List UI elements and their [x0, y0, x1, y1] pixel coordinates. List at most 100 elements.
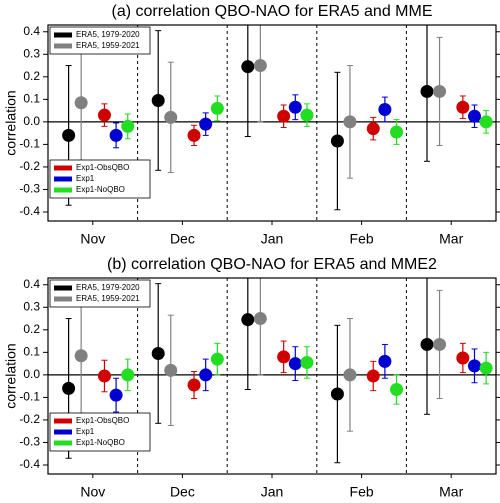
- y-tick-label: 0.0: [23, 114, 40, 128]
- marker: [390, 125, 404, 139]
- y-tick-label: 0.2: [23, 69, 40, 83]
- marker: [330, 387, 344, 401]
- marker: [97, 369, 111, 383]
- y-tick-label: 0.1: [23, 345, 40, 359]
- marker: [164, 110, 178, 124]
- legend: ERA5, 1979-2020 ERA5, 1959-2021: [49, 279, 151, 308]
- legend-box: [49, 279, 151, 308]
- y-tick-label: -0.2: [19, 159, 40, 173]
- marker: [187, 378, 201, 392]
- marker: [366, 122, 380, 136]
- marker: [74, 349, 88, 363]
- marker: [378, 354, 392, 368]
- marker: [210, 101, 224, 115]
- y-tick-label: 0.2: [23, 322, 40, 336]
- y-tick-label: -0.1: [19, 390, 40, 404]
- legend-label: Exp1-NoQBO: [76, 438, 125, 447]
- marker: [62, 128, 76, 142]
- marker: [300, 355, 314, 369]
- legend: Exp1-ObsQBO Exp1 Exp1-NoQBO: [49, 159, 151, 199]
- legend-label: ERA5, 1979-2020: [76, 283, 140, 292]
- y-tick-label: 0.3: [23, 299, 40, 313]
- y-axis-label: correlation: [3, 90, 19, 155]
- legend: Exp1-ObsQBO Exp1 Exp1-NoQBO: [49, 412, 151, 452]
- marker: [420, 84, 434, 98]
- marker: [62, 381, 76, 395]
- plot-frame: [47, 277, 497, 475]
- panel-title: (b) correlation QBO-NAO for ERA5 and MME…: [107, 256, 437, 273]
- y-tick-label: 0.1: [23, 92, 40, 106]
- marker: [241, 313, 255, 327]
- x-tick-label: Dec: [170, 231, 195, 247]
- marker: [420, 337, 434, 351]
- y-tick-label: -0.4: [19, 457, 40, 471]
- y-tick-label: -0.1: [19, 137, 40, 151]
- legend-label: Exp1: [76, 427, 95, 436]
- x-tick-label: Mar: [439, 484, 463, 500]
- x-tick-label: Dec: [170, 484, 195, 500]
- legend-label: Exp1-NoQBO: [76, 185, 125, 194]
- legend-label: Exp1-ObsQBO: [76, 163, 129, 172]
- panel-title: (a) correlation QBO-NAO for ERA5 and MME: [112, 3, 433, 20]
- marker: [456, 100, 470, 114]
- marker: [97, 108, 111, 122]
- marker: [343, 115, 357, 129]
- x-tick-label: Jan: [261, 484, 284, 500]
- x-tick-label: Nov: [80, 231, 105, 247]
- marker: [366, 369, 380, 383]
- marker: [210, 352, 224, 366]
- y-axis-label: correlation: [3, 343, 19, 408]
- marker: [187, 128, 201, 142]
- marker: [253, 312, 267, 326]
- legend-label: ERA5, 1959-2021: [76, 41, 140, 50]
- marker: [390, 383, 404, 397]
- marker: [121, 368, 135, 382]
- x-tick-label: Feb: [350, 231, 374, 247]
- y-tick-label: -0.4: [19, 204, 40, 218]
- plot-area: [48, 278, 496, 474]
- marker: [467, 359, 481, 373]
- marker: [109, 388, 123, 402]
- x-tick-label: Jan: [261, 231, 284, 247]
- x-tick-label: Feb: [350, 484, 374, 500]
- y-tick-label: -0.3: [19, 182, 40, 196]
- marker: [343, 368, 357, 382]
- marker: [151, 93, 165, 107]
- marker: [467, 109, 481, 123]
- plot-frame: [47, 24, 497, 222]
- marker: [164, 363, 178, 377]
- legend-box: [49, 26, 151, 55]
- marker: [253, 59, 267, 73]
- marker: [433, 84, 447, 98]
- y-tick-label: 0.0: [23, 367, 40, 381]
- plot-area: [48, 25, 496, 221]
- y-tick-label: -0.2: [19, 412, 40, 426]
- marker: [277, 350, 291, 364]
- marker: [288, 357, 302, 371]
- x-tick-label: Nov: [80, 484, 105, 500]
- marker: [199, 368, 213, 382]
- marker: [330, 134, 344, 148]
- y-tick-label: -0.3: [19, 435, 40, 449]
- marker: [479, 115, 493, 129]
- marker: [199, 117, 213, 131]
- marker: [300, 108, 314, 122]
- marker: [456, 351, 470, 365]
- marker: [479, 361, 493, 375]
- marker: [288, 100, 302, 114]
- marker: [277, 109, 291, 123]
- marker: [151, 346, 165, 360]
- y-tick-label: 0.3: [23, 46, 40, 60]
- marker: [109, 128, 123, 142]
- marker: [121, 119, 135, 133]
- legend: ERA5, 1979-2020 ERA5, 1959-2021: [49, 26, 151, 55]
- marker: [433, 337, 447, 351]
- x-tick-label: Mar: [439, 231, 463, 247]
- marker: [241, 60, 255, 74]
- marker: [74, 96, 88, 110]
- legend-label: Exp1-ObsQBO: [76, 416, 129, 425]
- legend-label: ERA5, 1959-2021: [76, 294, 140, 303]
- legend-label: Exp1: [76, 174, 95, 183]
